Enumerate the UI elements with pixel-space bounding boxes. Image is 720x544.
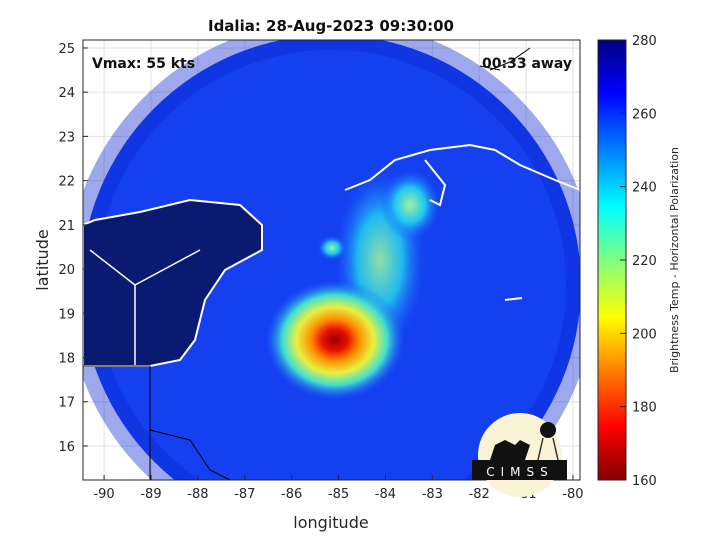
- x-tick-label: -82: [469, 487, 490, 502]
- colorbar-tick-label: 200: [632, 327, 657, 342]
- map-area: [83, 40, 580, 480]
- cimss-logo: CIMSS: [472, 413, 567, 497]
- y-tick-label: 21: [58, 219, 75, 234]
- y-tick-label: 24: [58, 86, 75, 101]
- x-axis-label: longitude: [293, 513, 368, 532]
- y-axis-label: latitude: [33, 229, 52, 290]
- y-tick-label: 20: [58, 263, 75, 278]
- cuba-coast: [344, 143, 580, 191]
- y-tick-label: 25: [58, 42, 75, 57]
- chart-title: Idalia: 28-Aug-2023 09:30:00: [208, 17, 454, 35]
- swath: [83, 40, 580, 480]
- storm-core: [265, 280, 405, 400]
- y-ticks: 25 24 23 22 21 20 19 18 17 16: [58, 42, 88, 455]
- colorbar-ticks: 280 260 240 220 200 180 160: [620, 34, 657, 489]
- time-away-label: 00:33 away: [482, 56, 572, 72]
- colorbar-tick-label: 260: [632, 107, 657, 122]
- x-tick-label: -89: [140, 487, 161, 502]
- x-tick-label: -85: [328, 487, 349, 502]
- x-tick-label: -86: [281, 487, 302, 502]
- y-tick-label: 19: [58, 307, 75, 322]
- yucatan-land: [83, 198, 263, 367]
- x-tick-label: -83: [422, 487, 443, 502]
- vmax-label: Vmax: 55 kts: [92, 56, 195, 72]
- y-tick-label: 17: [58, 396, 75, 411]
- rainband: [380, 170, 440, 240]
- colorbar-label: Brightness Temp - Horizontal Polarizatio…: [668, 147, 681, 373]
- y-tick-label: 23: [58, 130, 75, 145]
- y-tick-label: 16: [58, 440, 75, 455]
- colorbar-tick-label: 220: [632, 254, 657, 269]
- rainband: [318, 236, 346, 260]
- x-tick-label: -80: [562, 487, 583, 502]
- x-tick-label: -88: [187, 487, 208, 502]
- x-tick-label: -90: [93, 487, 114, 502]
- x-tick-label: -84: [375, 487, 396, 502]
- x-tick-label: -87: [234, 487, 255, 502]
- plot-frame: [82, 39, 581, 481]
- colorbar-tick-label: 160: [632, 474, 657, 489]
- colorbar-tick-label: 280: [632, 34, 657, 49]
- y-tick-label: 18: [58, 352, 75, 367]
- logo-text: CIMSS: [486, 465, 554, 479]
- colorbar-tick-label: 180: [632, 401, 657, 416]
- colorbar-tick-label: 240: [632, 181, 657, 196]
- y-tick-label: 22: [58, 175, 75, 190]
